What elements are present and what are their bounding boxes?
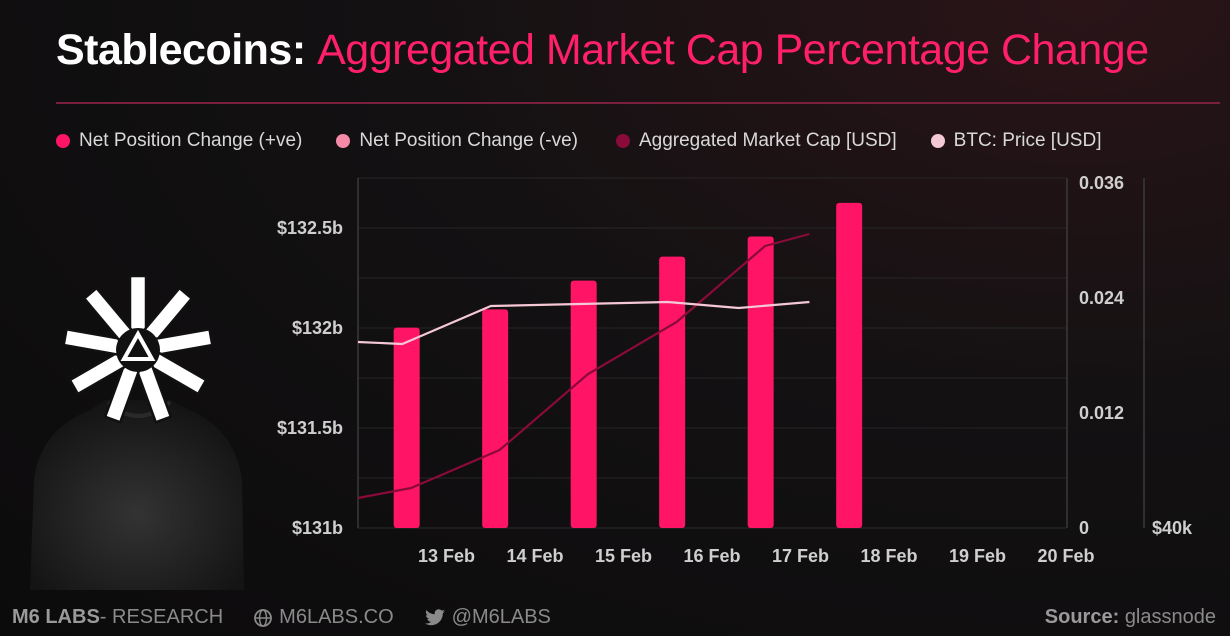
market-cap-line	[357, 232, 810, 500]
x-tick-label: 19 Feb	[949, 546, 1006, 566]
bar	[393, 327, 420, 528]
bar	[570, 280, 597, 528]
left-tick-label: $131.5b	[277, 418, 343, 438]
legend-label-btc-price: BTC: Price [USD]	[953, 130, 1102, 151]
footer-brand: M6 LABS - RESEARCH	[12, 606, 223, 629]
btc-tick-label: $40k	[1152, 518, 1193, 538]
legend-label-negative: Net Position Change (-ve)	[359, 130, 578, 151]
legend-swatch-btc-price	[930, 134, 945, 148]
source-credit: Source: glassnode	[1045, 606, 1216, 629]
axis-labels: $131b $131.5b $132b $132.5b 0 0.012 0.024 0.036…	[277, 173, 1193, 566]
right-tick-label: 0	[1079, 518, 1089, 538]
line-series	[357, 232, 810, 500]
legend-swatch-negative	[336, 134, 351, 148]
footer: M6 LABS - RESEARCH M6LABS.CO @M6LABS	[12, 606, 551, 629]
footer-brand-rest: - RESEARCH	[99, 606, 224, 628]
footer-twitter-label: @M6LABS	[451, 606, 551, 628]
legend-item-btc-price[interactable]: BTC: Price [USD]	[930, 130, 1102, 152]
avatar-body	[30, 400, 244, 590]
globe-icon	[254, 608, 273, 627]
x-tick-label: 20 Feb	[1037, 546, 1094, 566]
x-tick-label: 15 Feb	[595, 546, 652, 566]
legend-swatch-market-cap	[615, 134, 630, 148]
source-value: glassnode	[1124, 606, 1216, 628]
bar	[836, 202, 863, 528]
bar-series	[393, 202, 863, 528]
footer-twitter[interactable]: @M6LABS	[424, 606, 551, 629]
left-tick-label: $131b	[292, 518, 343, 538]
title-divider	[56, 102, 1220, 104]
title-main: Aggregated Market Cap Percentage Change	[317, 26, 1149, 74]
legend-item-negative[interactable]: Net Position Change (-ve)	[336, 130, 578, 152]
right-tick-label: 0.024	[1079, 288, 1124, 308]
x-tick-label: 14 Feb	[506, 546, 563, 566]
legend-swatch-positive	[56, 134, 70, 148]
title-prefix: Stablecoins:	[56, 26, 306, 74]
x-tick-label: 18 Feb	[860, 546, 917, 566]
legend-item-market-cap[interactable]: Aggregated Market Cap [USD]	[615, 130, 897, 152]
chart-legend: Net Position Change (+ve) Net Position C…	[56, 130, 1135, 152]
footer-website[interactable]: M6LABS.CO	[253, 606, 394, 629]
left-tick-label: $132b	[292, 318, 343, 338]
bar	[747, 236, 774, 528]
bar	[659, 256, 686, 528]
btc-price-line	[357, 300, 810, 346]
footer-website-label: M6LABS.CO	[279, 606, 394, 628]
axes	[357, 178, 1145, 529]
left-tick-label: $132.5b	[277, 218, 343, 238]
source-label: Source:	[1044, 606, 1120, 628]
footer-brand-bold: M6 LABS	[12, 606, 100, 628]
right-tick-label: 0.012	[1079, 403, 1124, 423]
legend-item-positive[interactable]: Net Position Change (+ve)	[56, 130, 302, 152]
avatar	[30, 274, 244, 590]
legend-label-market-cap: Aggregated Market Cap [USD]	[638, 130, 897, 151]
bar	[482, 309, 509, 528]
x-tick-label: 17 Feb	[772, 546, 829, 566]
grid	[358, 177, 1066, 479]
legend-label-positive: Net Position Change (+ve)	[79, 130, 303, 151]
chart-title: Stablecoins: Aggregated Market Cap Perce…	[56, 26, 1149, 75]
x-tick-label: 13 Feb	[418, 546, 475, 566]
x-tick-label: 16 Feb	[683, 546, 740, 566]
star-logo-icon	[62, 274, 214, 424]
twitter-icon	[424, 608, 445, 625]
right-tick-label: 0.036	[1079, 173, 1124, 193]
